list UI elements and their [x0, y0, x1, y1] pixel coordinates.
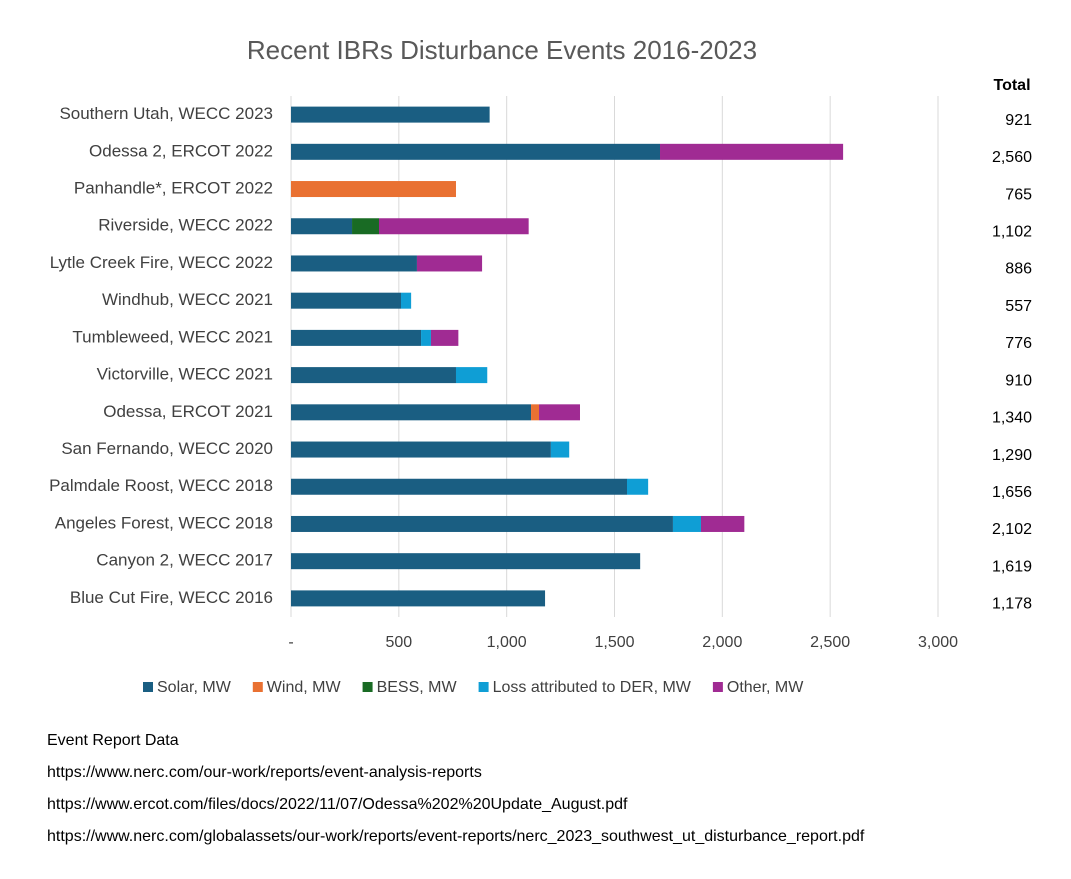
bar-segment	[672, 515, 701, 532]
y-tick-label: Riverside, WECC 2022	[98, 216, 273, 235]
total-label: 1,619	[992, 558, 1032, 575]
bar-segment	[539, 404, 580, 421]
chart-title: Recent IBRs Disturbance Events 2016-2023	[247, 35, 757, 65]
x-tick-label: 1,000	[487, 634, 527, 651]
y-tick-label: Odessa 2, ERCOT 2022	[89, 141, 273, 160]
legend-swatch	[478, 682, 489, 692]
bar-segment	[291, 553, 641, 570]
legend-swatch	[712, 682, 723, 692]
bar-segment	[291, 441, 551, 458]
y-tick-label: Southern Utah, WECC 2023	[59, 104, 273, 123]
y-tick-label: Victorville, WECC 2021	[97, 365, 273, 384]
bar-segment	[550, 441, 570, 458]
bar-segment	[291, 329, 422, 346]
bar-segment	[660, 143, 844, 160]
bar-segment	[291, 367, 456, 384]
y-tick-label: Palmdale Roost, WECC 2018	[49, 476, 273, 495]
bar-segment	[291, 143, 661, 160]
total-label: 1,340	[992, 410, 1032, 427]
y-tick-label: Tumbleweed, WECC 2021	[72, 327, 273, 346]
y-tick-label: San Fernando, WECC 2020	[61, 439, 273, 458]
total-label: 557	[1005, 298, 1032, 315]
bar-segment	[291, 255, 417, 272]
total-label: 886	[1005, 261, 1032, 278]
total-header: Total	[993, 77, 1030, 94]
y-tick-label: Angeles Forest, WECC 2018	[55, 513, 273, 532]
legend-swatch	[252, 682, 263, 692]
bar-segment	[400, 292, 412, 309]
bar-segment	[291, 515, 673, 532]
x-tick-label: -	[288, 634, 293, 651]
bar-segment	[531, 404, 540, 421]
x-tick-label: 2,000	[702, 634, 742, 651]
x-tick-label: 3,000	[918, 634, 958, 651]
note: Event Report Data	[47, 732, 179, 749]
bar-segment	[291, 590, 546, 607]
legend-label: Loss attributed to DER, MW	[493, 679, 692, 696]
x-tick-label: 2,500	[810, 634, 850, 651]
bar-segment	[291, 218, 353, 235]
bar-segment	[291, 478, 628, 495]
total-label: 1,290	[992, 447, 1032, 464]
y-tick-label: Odessa, ERCOT 2021	[103, 402, 273, 421]
total-label: 2,560	[992, 149, 1032, 166]
bar-segment	[378, 218, 529, 235]
legend-label: Wind, MW	[267, 679, 342, 696]
note: https://www.nerc.com/globalassets/our-wo…	[47, 828, 865, 845]
total-label: 910	[1005, 372, 1032, 389]
total-label: 776	[1005, 335, 1032, 352]
total-label: 2,102	[992, 521, 1032, 538]
bar-segment	[291, 292, 401, 309]
legend-swatch	[143, 682, 153, 692]
y-tick-label: Lytle Creek Fire, WECC 2022	[50, 253, 273, 272]
bar-segment	[352, 218, 379, 235]
y-tick-label: Blue Cut Fire, WECC 2016	[70, 588, 273, 607]
legend-label: Solar, MW	[157, 679, 232, 696]
y-tick-label: Panhandle*, ERCOT 2022	[74, 179, 273, 198]
total-label: 765	[1005, 186, 1032, 203]
legend-label: Other, MW	[727, 679, 804, 696]
total-label: 1,178	[992, 596, 1032, 613]
bar-segment	[627, 478, 649, 495]
x-tick-label: 1,500	[594, 634, 634, 651]
bar-segment	[421, 329, 431, 346]
total-label: 1,656	[992, 484, 1032, 501]
y-tick-label: Canyon 2, WECC 2017	[96, 551, 273, 570]
total-label: 1,102	[992, 223, 1032, 240]
bar-segment	[700, 515, 745, 532]
x-tick-label: 500	[385, 634, 412, 651]
bar-segment	[291, 404, 532, 421]
total-label: 921	[1005, 112, 1032, 129]
bar-segment	[291, 106, 490, 123]
bar-segment	[416, 255, 483, 272]
y-tick-label: Windhub, WECC 2021	[102, 290, 273, 309]
legend-swatch	[362, 682, 373, 692]
bar-segment	[291, 181, 456, 198]
bar-segment	[430, 329, 459, 346]
note: https://www.ercot.com/files/docs/2022/11…	[47, 796, 628, 813]
note: https://www.nerc.com/our-work/reports/ev…	[47, 764, 482, 781]
bar-segment	[455, 367, 488, 384]
legend-label: BESS, MW	[377, 679, 458, 696]
